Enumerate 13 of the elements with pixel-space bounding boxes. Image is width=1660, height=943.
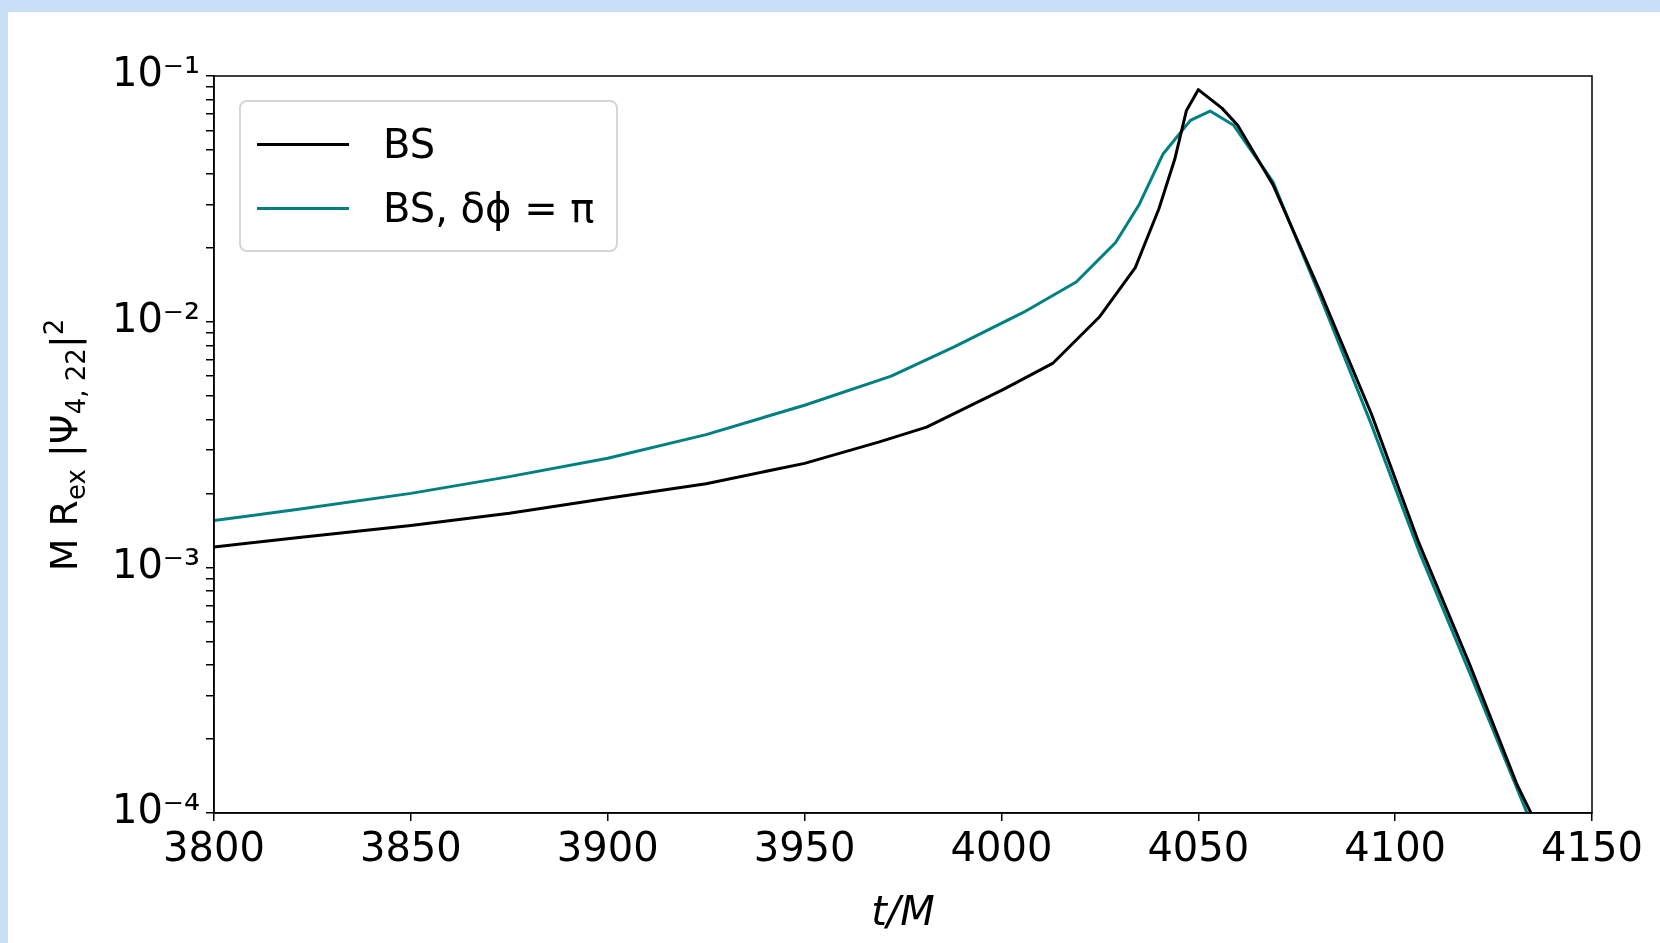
x-axis-title: t/M — [871, 888, 935, 935]
legend-label: BS — [383, 121, 436, 167]
x-tick-label: 3850 — [359, 824, 462, 871]
legend-label: BS, δϕ = π — [383, 185, 595, 231]
x-tick-label: 4150 — [1541, 824, 1643, 871]
y-tick-label: 10⁻² — [111, 295, 200, 342]
x-tick-label: 4100 — [1344, 824, 1447, 871]
x-tick-label: 3900 — [556, 824, 659, 871]
x-tick-label: 4050 — [1147, 824, 1250, 871]
x-tick-label: 3950 — [753, 824, 856, 871]
y-tick-label: 10⁻¹ — [111, 49, 200, 96]
y-tick-label: 10⁻³ — [111, 540, 200, 587]
x-tick-label: 4000 — [950, 824, 1053, 871]
